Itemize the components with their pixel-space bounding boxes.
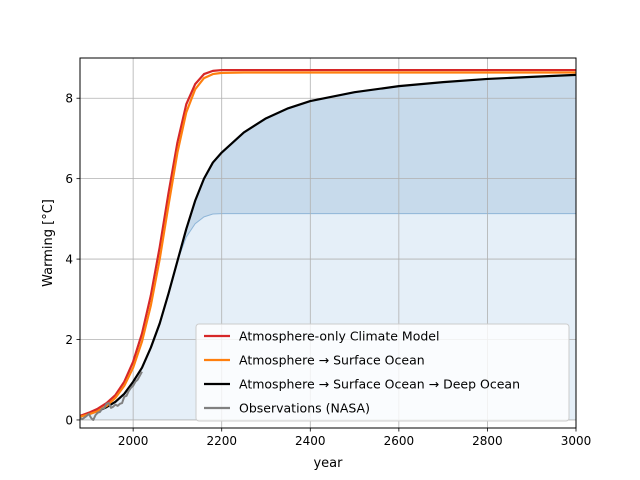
tick-label-x: 2400 — [295, 434, 326, 448]
plot-frame — [79, 57, 577, 429]
tick-label-y: 4 — [65, 253, 73, 267]
x-axis-label: year — [313, 456, 343, 471]
series-lines — [80, 68, 576, 421]
tick-label-x: 2600 — [384, 434, 415, 448]
tick-label-y: 0 — [65, 413, 73, 427]
legend-label: Atmosphere-only Climate Model — [239, 329, 439, 344]
tick-label-y: 2 — [65, 333, 73, 347]
band-upper — [80, 74, 576, 416]
legend: Atmosphere-only Climate Model Atmosphere … — [195, 323, 570, 422]
tick-label-y: 8 — [65, 92, 73, 106]
tick-label-x: 2800 — [472, 434, 503, 448]
y-axis-label: Warming [°C] — [41, 199, 56, 287]
tick-label-x: 2000 — [118, 434, 149, 448]
legend-label: Atmosphere → Surface Ocean → Deep Ocean — [239, 377, 520, 392]
series-line-3 — [80, 371, 143, 421]
y-axis-ticks: 0 2 4 6 8 — [65, 92, 80, 427]
series-line-2 — [80, 73, 576, 418]
tick-label-x: 3000 — [561, 434, 592, 448]
legend-label: Observations (NASA) — [239, 401, 370, 416]
legend-label: Atmosphere → Surface Ocean — [239, 353, 425, 368]
legend-box — [195, 323, 570, 422]
tick-label-y: 6 — [65, 172, 73, 186]
x-axis-ticks: 2000 2200 2400 2600 2800 3000 — [118, 428, 591, 448]
series-line-0 — [80, 68, 576, 417]
tick-label-x: 2200 — [206, 434, 237, 448]
series-line-1 — [80, 71, 576, 418]
